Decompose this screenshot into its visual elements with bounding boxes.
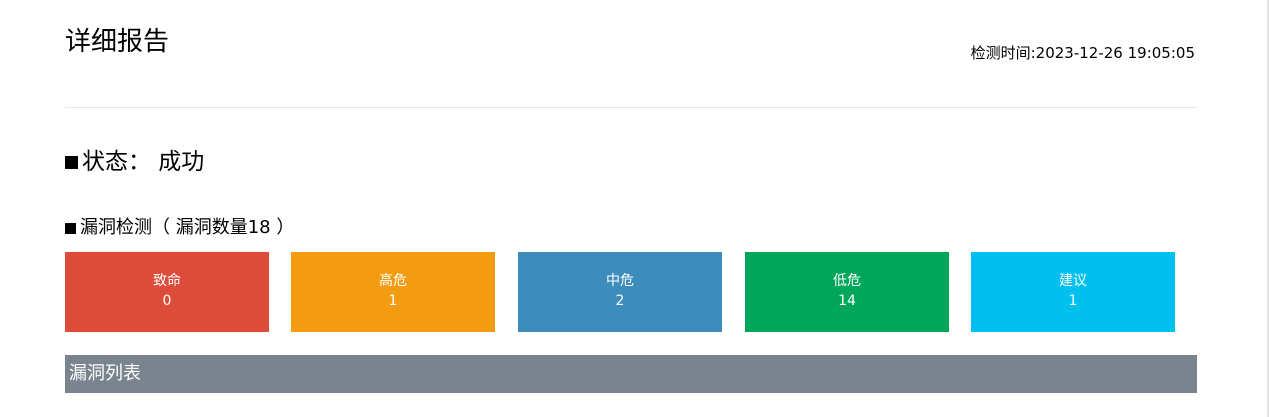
severity-count: 1	[1068, 293, 1078, 309]
severity-label: 低危	[833, 273, 861, 289]
severity-card-suggestion[interactable]: 建议 1	[971, 252, 1175, 332]
severity-count: 0	[162, 293, 172, 309]
page-title: 详细报告	[65, 27, 170, 57]
vuln-heading-text: 漏洞检测（ 漏洞数量18 ）	[80, 217, 295, 238]
severity-count: 1	[388, 293, 398, 309]
severity-count: 2	[615, 293, 625, 309]
square-bullet-icon	[65, 155, 78, 169]
check-time: 检测时间:2023-12-26 19:05:05	[970, 44, 1195, 62]
status-text: 状态： 成功	[82, 149, 205, 175]
vuln-list-header: 漏洞列表	[65, 355, 1197, 393]
severity-card-medium[interactable]: 中危 2	[518, 252, 722, 332]
severity-card-low[interactable]: 低危 14	[745, 252, 949, 332]
severity-count: 14	[838, 293, 856, 309]
severity-label: 中危	[606, 273, 634, 289]
severity-card-high[interactable]: 高危 1	[291, 252, 495, 332]
square-bullet-icon	[65, 222, 76, 234]
severity-label: 建议	[1059, 273, 1087, 289]
severity-label: 高危	[379, 273, 407, 289]
severity-label: 致命	[153, 273, 181, 289]
divider	[65, 107, 1197, 108]
status-line: 状态： 成功	[65, 146, 204, 178]
severity-card-fatal[interactable]: 致命 0	[65, 252, 269, 332]
severity-cards: 致命 0 高危 1 中危 2 低危 14 建议 1	[65, 252, 1175, 332]
vuln-section-heading: 漏洞检测（ 漏洞数量18 ）	[65, 214, 294, 242]
